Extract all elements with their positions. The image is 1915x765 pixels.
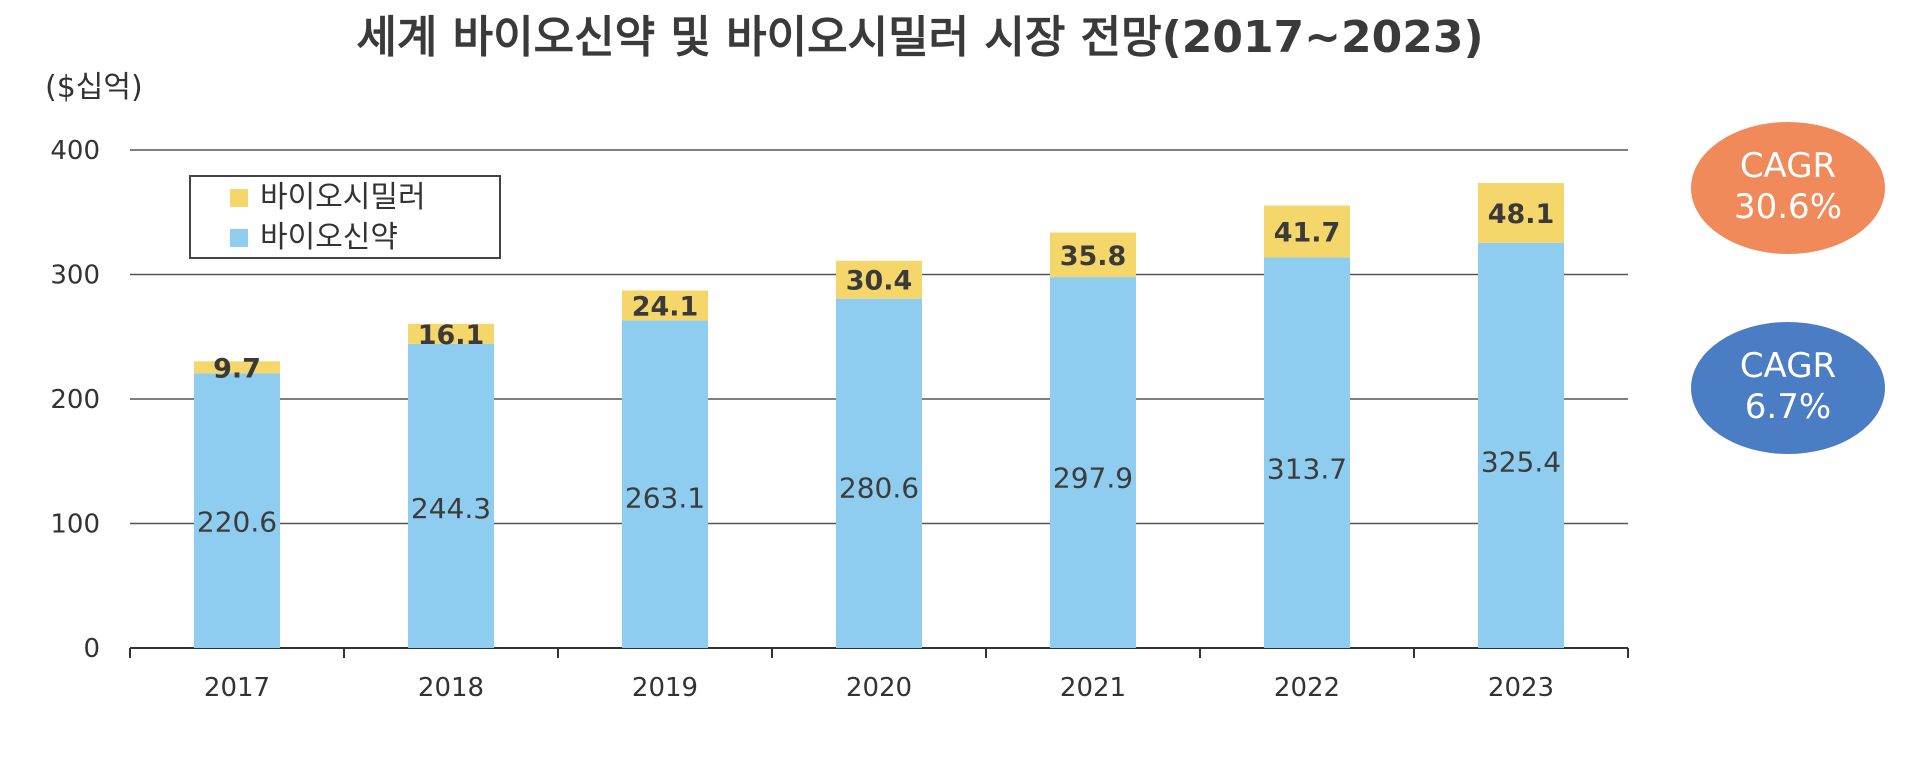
bar-biologic-2017 (194, 373, 280, 648)
legend-label-biosimilar: 바이오시밀러 (260, 180, 426, 215)
cagr-badge-biosimilar (1691, 122, 1885, 254)
bar-biosimilar-2020 (836, 260, 922, 299)
cagr-badges: CAGR 30.6% CAGR 6.7% (1691, 122, 1885, 454)
data-label-biologic-2022: 313.7 (1267, 452, 1347, 485)
bar-biosimilar-2018 (408, 323, 494, 344)
bars (194, 182, 1564, 648)
cagr-badge-biologic (1691, 322, 1885, 454)
bar-biosimilar-2023 (1478, 182, 1564, 243)
x-tick-label: 2017 (204, 673, 270, 703)
data-label-biosimilar-2021: 35.8 (1060, 241, 1127, 272)
y-axis-unit-label: ($십억) (45, 70, 143, 105)
x-tick-label: 2020 (846, 673, 912, 703)
bar-biosimilar-2021 (1050, 232, 1136, 278)
cagr-badge-biologic-value: 6.7% (1745, 387, 1831, 427)
data-label-biosimilar-2023: 48.1 (1488, 199, 1555, 230)
y-tick-label: 300 (50, 261, 100, 291)
data-label-biosimilar-2020: 30.4 (846, 266, 913, 297)
data-label-biologic-2021: 297.9 (1053, 461, 1133, 494)
x-tick-label: 2022 (1274, 673, 1340, 703)
bar-biologic-2019 (622, 320, 708, 648)
cagr-badge-biosimilar-title: CAGR (1740, 146, 1836, 186)
y-tick-label: 0 (83, 634, 100, 664)
data-labels: 220.6 9.7 244.3 16.1 263.1 24.1 280.6 30.4 297.9… (197, 199, 1561, 539)
bar-biosimilar-2017 (194, 361, 280, 374)
data-label-biosimilar-2019: 24.1 (632, 291, 699, 322)
chart-title: 세계 바이오신약 및 바이오시밀러 시장 전망(2017~2023) (356, 12, 1483, 63)
data-label-biologic-2019: 263.1 (625, 481, 705, 514)
legend: 바이오시밀러 바이오신약 (189, 175, 501, 259)
data-label-biosimilar-2022: 41.7 (1274, 217, 1341, 248)
bar-biologic-2023 (1478, 242, 1564, 648)
y-tick-label: 200 (50, 385, 100, 415)
data-label-biologic-2017: 220.6 (197, 506, 277, 539)
cagr-badge-biosimilar-value: 30.6% (1734, 187, 1842, 227)
legend-label-biologic: 바이오신약 (260, 220, 398, 255)
legend-swatch-biosimilar (230, 189, 248, 207)
bar-biologic-2022 (1264, 257, 1350, 648)
bar-biologic-2021 (1050, 277, 1136, 648)
data-label-biologic-2023: 325.4 (1481, 446, 1561, 479)
data-label-biologic-2018: 244.3 (411, 492, 491, 525)
bar-biosimilar-2022 (1264, 205, 1350, 258)
legend-swatch-biologic (230, 229, 248, 247)
y-tick-label: 100 (50, 510, 100, 540)
data-label-biosimilar-2018: 16.1 (418, 320, 485, 351)
x-tick-label: 2021 (1060, 673, 1126, 703)
bar-biosimilar-2019 (622, 290, 708, 321)
data-label-biologic-2020: 280.6 (839, 471, 919, 504)
data-label-biosimilar-2017: 9.7 (213, 353, 261, 384)
x-tick-label: 2018 (418, 673, 484, 703)
bar-biologic-2020 (836, 298, 922, 648)
bar-biologic-2018 (408, 343, 494, 648)
x-tick-label: 2019 (632, 673, 698, 703)
x-tick-label: 2023 (1488, 673, 1554, 703)
y-tick-label: 400 (50, 136, 100, 166)
cagr-badge-biologic-title: CAGR (1740, 346, 1836, 386)
